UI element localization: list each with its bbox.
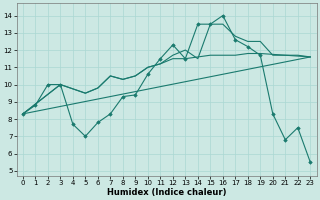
X-axis label: Humidex (Indice chaleur): Humidex (Indice chaleur) — [107, 188, 226, 197]
